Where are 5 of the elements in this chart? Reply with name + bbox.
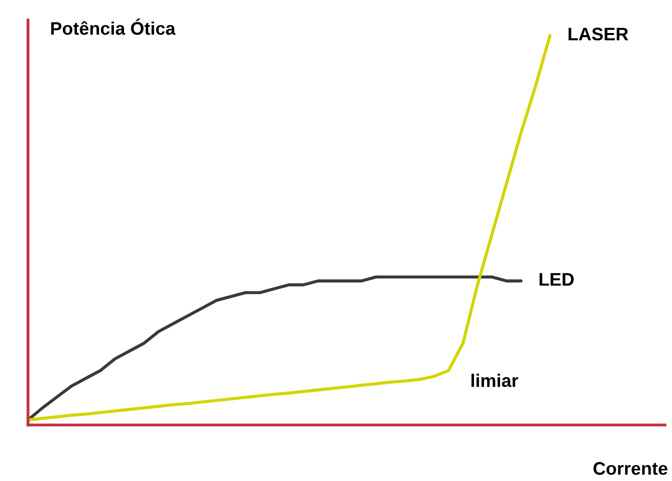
x-axis-title: Corrente <box>594 462 668 475</box>
series-label: LED <box>540 273 574 286</box>
series-label: LASER <box>568 28 628 40</box>
annotation: limiar <box>472 374 518 388</box>
y-axis-title: Potência Ótica <box>51 18 176 35</box>
